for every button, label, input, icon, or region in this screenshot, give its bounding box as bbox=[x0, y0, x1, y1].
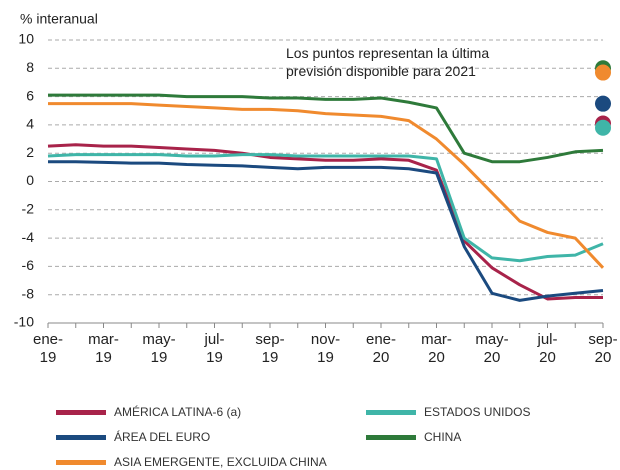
legend-label: ASIA EMERGENTE, EXCLUIDA CHINA bbox=[114, 455, 327, 469]
y-tick-label: -8 bbox=[22, 285, 35, 301]
legend-swatch bbox=[56, 459, 106, 465]
legend-label: ÁREA DEL EURO bbox=[114, 430, 211, 444]
series-line bbox=[48, 160, 604, 302]
legend-swatch bbox=[56, 409, 106, 415]
x-tick-label: sep-19 bbox=[255, 331, 285, 366]
legend-item: CHINA bbox=[366, 430, 461, 444]
y-tick-label: 2 bbox=[26, 144, 34, 160]
y-axis-label: % interanual bbox=[20, 11, 98, 27]
legend-swatch bbox=[56, 434, 106, 440]
legend-label: ESTADOS UNIDOS bbox=[424, 405, 531, 419]
x-tick-label: sep-20 bbox=[588, 331, 618, 366]
legend-item: AMÉRICA LATINA-6 (a) bbox=[56, 405, 241, 419]
x-tick-label: ene-19 bbox=[32, 331, 64, 366]
legend-swatch bbox=[366, 409, 416, 415]
x-tick-label: mar-19 bbox=[88, 331, 119, 366]
y-tick-label: -4 bbox=[22, 229, 35, 245]
legend-label: CHINA bbox=[424, 430, 462, 444]
y-tick-label: 6 bbox=[26, 87, 34, 103]
forecast-dot bbox=[595, 119, 611, 136]
y-tick-label: -2 bbox=[22, 201, 35, 217]
x-tick-label: nov-19 bbox=[310, 331, 341, 366]
legend-item: ESTADOS UNIDOS bbox=[366, 405, 530, 419]
y-tick-label: 0 bbox=[26, 172, 34, 188]
y-tick-label: -10 bbox=[14, 314, 34, 330]
series-line bbox=[47, 153, 604, 263]
x-tick-label: may-20 bbox=[475, 331, 509, 366]
series-line bbox=[47, 143, 603, 301]
x-tick-label: may-19 bbox=[142, 331, 176, 366]
y-tick-label: -6 bbox=[22, 257, 35, 273]
forecast-dot bbox=[595, 95, 611, 112]
legend-item: ÁREA DEL EURO bbox=[56, 430, 210, 444]
x-tick-label: jul-20 bbox=[537, 331, 558, 366]
y-tick-label: 10 bbox=[18, 31, 34, 47]
y-tick-label: 4 bbox=[26, 116, 34, 132]
y-tick-label: 8 bbox=[26, 59, 34, 75]
annotation: Los puntos representan la última previsi… bbox=[286, 45, 490, 79]
x-tick-label: mar-20 bbox=[421, 331, 452, 366]
series-line bbox=[48, 93, 604, 164]
forecast-dot bbox=[595, 64, 611, 81]
x-tick-label: jul-19 bbox=[204, 331, 225, 366]
legend-label: AMÉRICA LATINA-6 (a) bbox=[114, 405, 242, 419]
legend-item: ASIA EMERGENTE, EXCLUIDA CHINA bbox=[56, 455, 327, 469]
series-line bbox=[48, 102, 605, 269]
x-tick-label: ene-20 bbox=[365, 331, 397, 366]
legend-swatch bbox=[366, 434, 416, 440]
